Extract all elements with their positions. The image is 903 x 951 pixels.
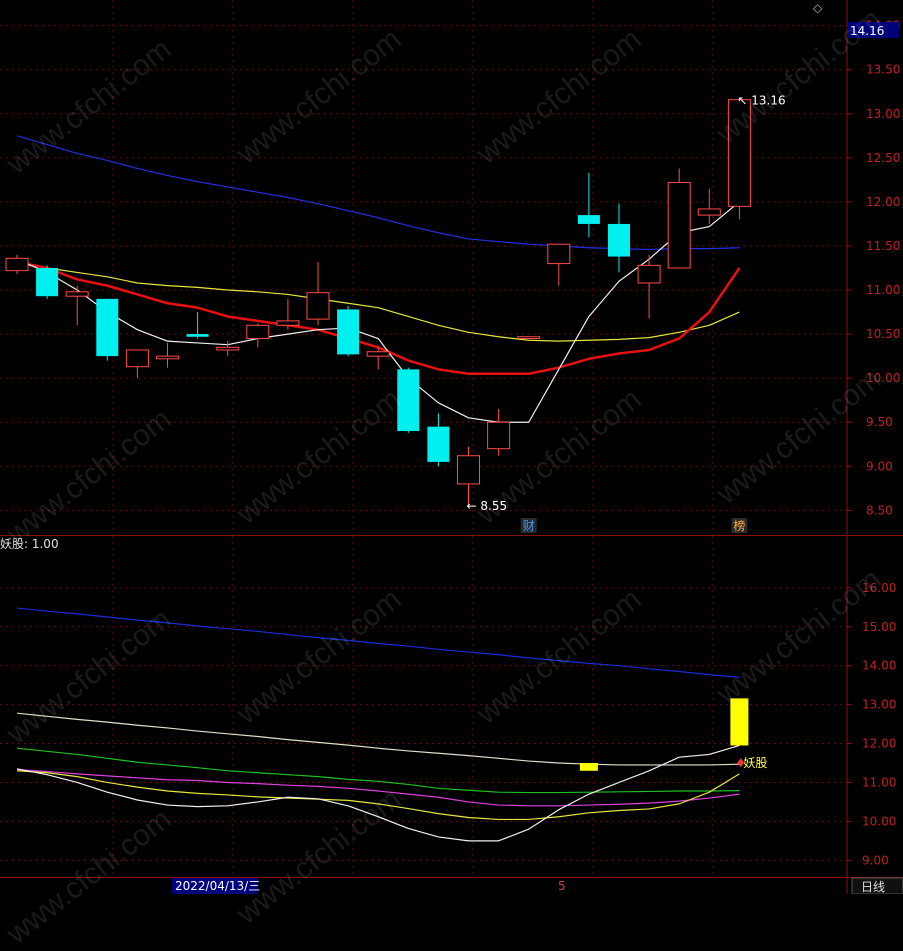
candle-body — [156, 355, 179, 360]
candle-body — [5, 257, 29, 272]
axis-tick-label: 15.00 — [862, 620, 896, 634]
axis-tick-label: 11.50 — [866, 239, 900, 253]
candle-body — [517, 336, 541, 340]
axis-tick-label: 11.00 — [866, 283, 900, 297]
axis-tick-label: 13.00 — [866, 107, 900, 121]
marker-box — [731, 518, 748, 533]
indicator-bar — [730, 698, 749, 746]
main-grid — [0, 0, 847, 535]
date-label: 2022/04/13/三 — [175, 879, 260, 893]
axis-tick-label: 13.00 — [862, 698, 896, 712]
candle-body — [697, 208, 721, 216]
ma-line-white — [16, 201, 740, 423]
candle-body — [727, 99, 751, 207]
kline-chart: ♦妖股 14.0013.5013.0012.5012.0011.5011.001… — [0, 0, 903, 894]
indicator-bar — [579, 763, 598, 771]
indicator-lines — [16, 607, 740, 842]
candle-body — [397, 369, 420, 432]
axis-tick-label: 10.50 — [866, 327, 900, 341]
candle-body — [125, 349, 149, 368]
indicator-bars: ♦妖股 — [579, 698, 767, 771]
annotations: ↖ 13.16 ← 8.55 财 榜 — [467, 94, 786, 533]
indicator-line — [16, 769, 740, 807]
candle-body — [65, 291, 89, 297]
axis-tick-label: 8.50 — [866, 503, 893, 517]
candles — [5, 99, 751, 506]
candle-body — [216, 346, 240, 351]
high-price-label: ↖ 13.16 — [737, 94, 785, 108]
diamond-icon[interactable]: ◇ — [813, 1, 823, 15]
candle-body — [457, 455, 480, 485]
yaobu-icon: ♦ — [735, 756, 746, 770]
bar-label: 妖股 — [743, 756, 767, 770]
axis-tick-label: 9.00 — [866, 459, 893, 473]
indicator-title: 妖股: 1.00 — [0, 537, 59, 551]
candle-body — [667, 182, 691, 269]
indicator-line — [16, 770, 740, 821]
axis-tick-label: 13.50 — [866, 63, 900, 77]
indicator-line — [16, 747, 740, 794]
period-button[interactable]: 日线 — [861, 880, 885, 894]
candle-body — [427, 426, 450, 462]
marker-label: 财 — [523, 519, 535, 533]
axis-tick-label: 12.50 — [866, 151, 900, 165]
candle-body — [577, 215, 600, 224]
axis-tick-label: 16.00 — [862, 581, 896, 595]
axis-tick-label: 14.00 — [862, 659, 896, 673]
indicator-axis: 16.00 15.00 14.00 13.00 12.00 11.00 10.00 9.00 — [847, 581, 896, 867]
footer-marker: 5 — [558, 879, 566, 893]
marker-box — [520, 518, 537, 533]
candle-body — [366, 351, 390, 357]
candle-body — [96, 298, 119, 357]
candle-body — [36, 268, 59, 297]
candle-body — [306, 292, 330, 320]
background — [0, 0, 903, 894]
axis-tick-label: 9.50 — [866, 415, 893, 429]
low-price-label: ← 8.55 — [467, 499, 508, 513]
candle-body — [547, 243, 571, 265]
current-price: 14.16 — [850, 24, 884, 38]
date-label-box — [172, 878, 258, 894]
axis-tick-label: 12.00 — [866, 195, 900, 209]
axis-tick-label: 11.00 — [862, 775, 896, 789]
candle-body — [337, 309, 360, 355]
candle-body — [608, 223, 630, 257]
indicator-line — [16, 744, 740, 842]
indicator-line — [16, 607, 740, 678]
axis-tick-label: 12.00 — [862, 737, 896, 751]
candle-body — [276, 320, 300, 326]
current-price-box — [847, 22, 899, 38]
candle-body — [186, 334, 209, 337]
axis-tick-label: 9.00 — [862, 853, 889, 867]
marker-label: 榜 — [733, 518, 745, 533]
ma-line-yellow — [16, 262, 740, 342]
period-button-box[interactable] — [851, 877, 903, 894]
candle-body — [246, 324, 270, 340]
axis-tick-label: 10.00 — [862, 814, 896, 828]
axis-tick-label: 10.00 — [866, 371, 900, 385]
candle-body — [487, 421, 511, 450]
indicator-line — [16, 712, 740, 766]
candle-body — [637, 264, 661, 284]
